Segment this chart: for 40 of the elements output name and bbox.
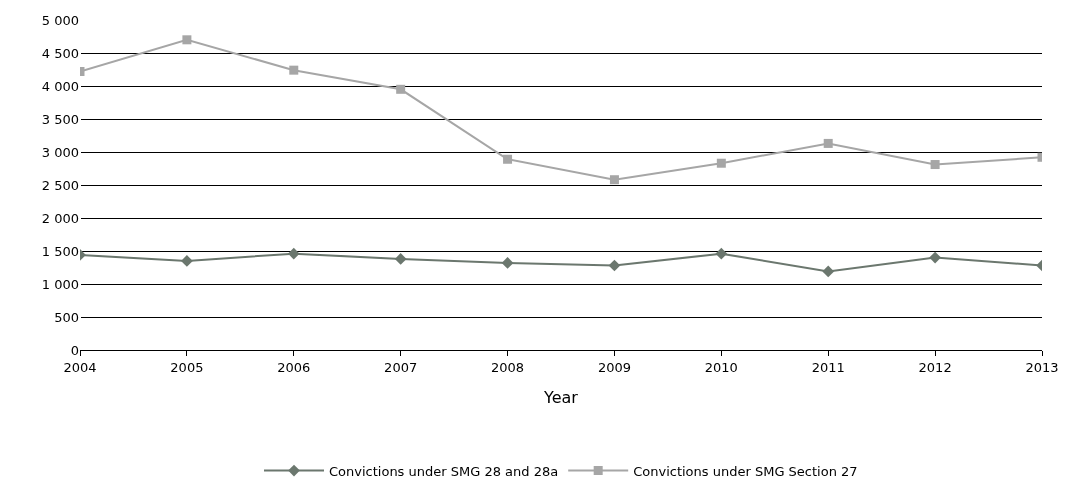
legend-label: Convictions under SMG Section 27 [633, 463, 858, 479]
x-tick-label: 2005 [170, 359, 204, 375]
point [181, 255, 193, 267]
point [823, 138, 833, 148]
point [716, 158, 726, 168]
x-tick-label: 2009 [597, 359, 631, 375]
y-tick-label: 3 000 [41, 144, 79, 160]
y-tick-label: 0 [70, 342, 79, 358]
x-tick-label: 2006 [277, 359, 311, 375]
point [394, 253, 407, 265]
point [715, 247, 728, 260]
point [501, 257, 514, 269]
point [608, 259, 621, 272]
x-tick-label: 2008 [491, 359, 525, 375]
x-tick-label: 2012 [918, 359, 952, 375]
y-tick-label: 2 000 [41, 210, 79, 226]
x-tick-label: 2007 [384, 359, 418, 375]
x-axis-title: Year [543, 388, 579, 408]
y-tick-label: 1 000 [41, 276, 79, 292]
x-tick-label: 2010 [704, 359, 738, 375]
point [930, 160, 940, 170]
y-tick-label: 2 500 [41, 177, 79, 193]
x-tick-label: 2004 [63, 359, 97, 375]
point [396, 84, 406, 94]
y-tick-label: 5 000 [41, 12, 79, 28]
y-tick-label: 1 500 [41, 243, 79, 259]
y-tick-label: 4 000 [41, 78, 79, 94]
x-tick-label: 2011 [811, 359, 845, 375]
x-tick-label: 2013 [1025, 359, 1059, 375]
y-tick-label: 500 [54, 309, 79, 325]
point [929, 251, 941, 264]
legend-label: Convictions under SMG 28 and 28a [329, 463, 559, 479]
point [503, 154, 513, 164]
point [289, 65, 299, 75]
y-tick-label: 3 500 [41, 111, 79, 127]
point [609, 175, 619, 185]
y-tick-label: 4 500 [41, 45, 79, 61]
point [182, 35, 192, 45]
point [287, 247, 300, 260]
point [822, 265, 835, 278]
